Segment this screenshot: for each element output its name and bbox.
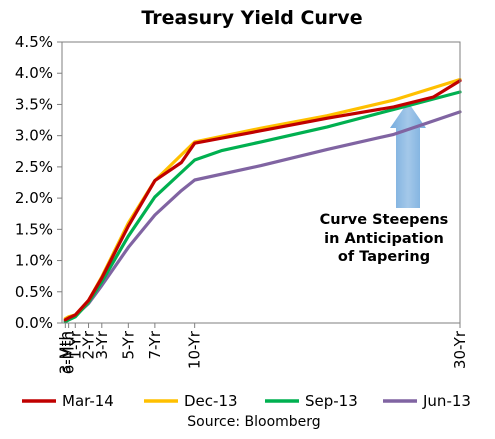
x-tick-label: 6-Mth [60, 331, 78, 374]
x-tick-label: 5-Yr [119, 330, 137, 359]
x-tick-label: 30-Yr [451, 330, 469, 369]
legend-label-jun-13: Jun-13 [422, 392, 471, 410]
legend-label-dec-13: Dec-13 [184, 392, 238, 410]
source-note: Source: Bloomberg [187, 414, 320, 430]
y-tick-label: 4.0% [15, 64, 53, 82]
plot-area-frame [61, 41, 461, 324]
annotation-line-3: of Tapering [338, 249, 430, 265]
y-axis: 0.0% 0.5% 1.0% 1.5% 2.0% 2.5% 3.0% 3.5% 4.0% 4.5% [15, 33, 62, 332]
y-tick-label: 1.5% [15, 220, 53, 238]
y-tick-label: 2.0% [15, 189, 53, 207]
chart-title: Treasury Yield Curve [141, 7, 362, 29]
legend-label-mar-14: Mar-14 [62, 392, 114, 410]
y-tick-label: 1.0% [15, 252, 53, 270]
x-tick-label: 3-Yr [93, 330, 111, 359]
x-tick-label: 2-Yr [80, 330, 98, 359]
y-tick-label: 0.5% [15, 283, 53, 301]
series-layer [63, 77, 462, 324]
legend-label-sep-13: Sep-13 [305, 392, 358, 410]
x-tick-label: 3-Mth [56, 331, 74, 374]
y-tick-label: 3.5% [15, 95, 53, 113]
y-tick-label: 3.0% [15, 127, 53, 145]
legend: Mar-14 Dec-13 Sep-13 Jun-13 [22, 392, 471, 410]
series-line-mar-14 [63, 79, 462, 322]
annotation: Curve Steepens in Anticipation of Taperi… [320, 212, 449, 265]
y-tick-label: 0.0% [15, 314, 53, 332]
y-tick-label: 2.5% [15, 158, 53, 176]
steepening-arrow [390, 102, 426, 208]
x-tick-label: 1-Yr [66, 330, 84, 359]
x-tick-label: 7-Yr [146, 330, 164, 359]
series-line-sep-13 [63, 90, 462, 324]
x-tick-label: 10-Yr [186, 330, 204, 369]
annotation-line-1: Curve Steepens [320, 212, 449, 228]
annotation-line-2: in Anticipation [324, 231, 444, 247]
y-tick-label: 4.5% [15, 33, 53, 51]
